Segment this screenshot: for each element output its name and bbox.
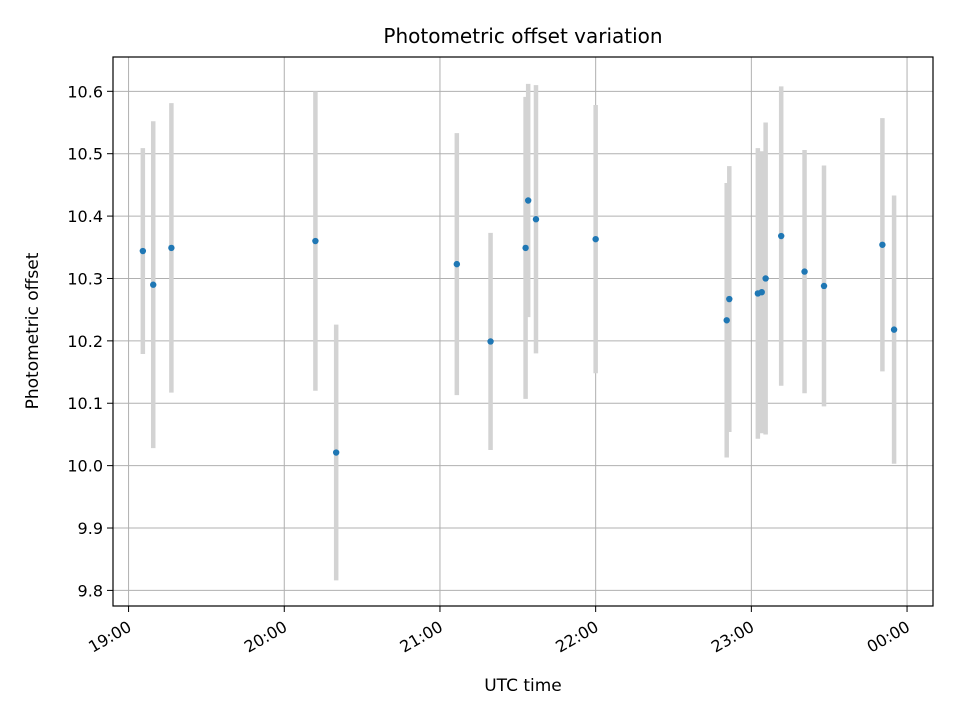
data-point: [879, 241, 886, 248]
data-point: [487, 338, 494, 345]
data-point: [592, 235, 599, 243]
data-point: [139, 247, 147, 255]
y-tick-label: 10.5: [67, 145, 103, 164]
data-point: [801, 268, 808, 275]
data-point: [150, 281, 157, 288]
data-point: [777, 232, 785, 240]
data-point: [332, 449, 340, 456]
data-point: [312, 237, 319, 245]
y-tick-label: 10.6: [67, 82, 103, 101]
data-points: [139, 197, 898, 456]
plot-frame: [112, 56, 934, 607]
data-point: [762, 275, 769, 282]
y-tick-label: 10.3: [67, 269, 103, 288]
data-point: [758, 288, 765, 296]
data-point: [726, 295, 733, 303]
y-tick-label: 10.0: [67, 457, 103, 476]
data-point: [522, 244, 529, 252]
y-tick-label: 10.1: [67, 394, 103, 413]
data-point: [723, 317, 730, 324]
x-axis-label: UTC time: [484, 676, 562, 696]
data-point: [820, 282, 828, 290]
y-axis-label: Photometric offset: [23, 252, 43, 409]
y-tick-label: 10.2: [67, 332, 103, 351]
data-point: [453, 260, 461, 268]
data-point: [890, 326, 898, 333]
y-tick-label: 9.8: [78, 581, 103, 600]
y-tick-label: 9.9: [78, 519, 103, 538]
data-point: [524, 197, 532, 204]
y-axis: 9.8 9.9 10.0 10.1 10.2 10.3 10.4 10.5 10.6: [67, 82, 113, 600]
data-point: [168, 244, 175, 252]
chart-title: Photometric offset variation: [383, 24, 662, 48]
y-tick-label: 10.4: [67, 207, 103, 226]
data-point: [532, 216, 540, 223]
